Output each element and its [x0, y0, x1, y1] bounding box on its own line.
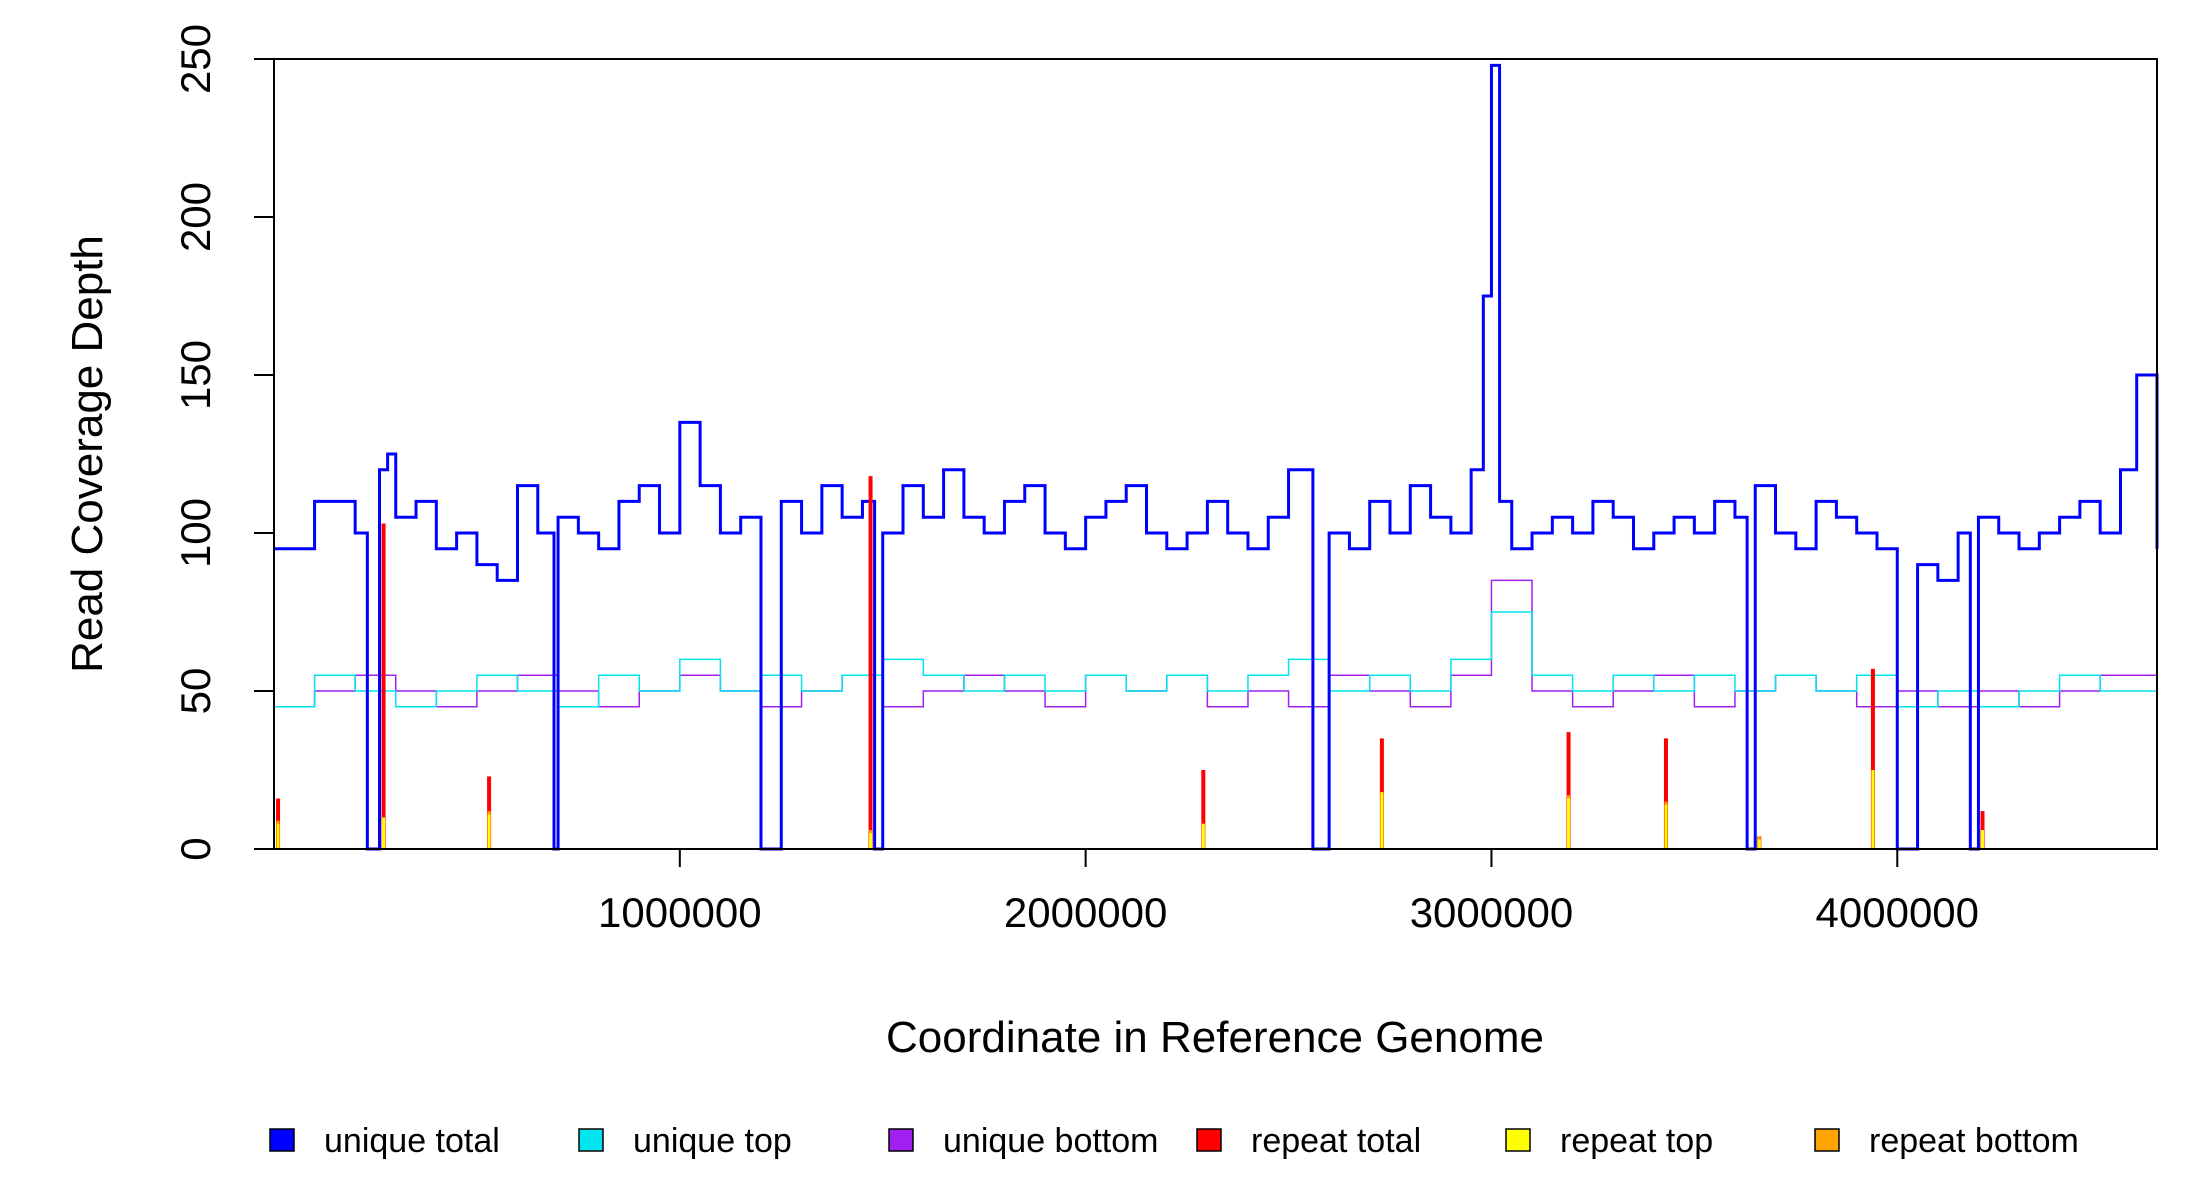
x-axis: 1000000 2000000 3000000 4000000 [598, 849, 1979, 936]
y-tick-label: 200 [172, 182, 219, 252]
legend-item-unique-top: unique top [578, 1122, 792, 1160]
legend-swatch [1814, 1128, 1840, 1152]
plot-frame [273, 58, 2158, 850]
x-tick-label: 3000000 [1410, 889, 1574, 936]
legend-label: repeat top [1560, 1122, 1713, 1160]
legend-swatch [578, 1128, 604, 1152]
y-tick-label: 50 [172, 668, 219, 715]
legend-swatch [1505, 1128, 1531, 1152]
legend-label: unique total [324, 1122, 500, 1160]
y-tick-label: 250 [172, 24, 219, 94]
legend-label: repeat bottom [1869, 1122, 2079, 1160]
y-axis-label: Read Coverage Depth [63, 235, 112, 673]
legend-label: repeat total [1251, 1122, 1421, 1160]
x-tick-label: 4000000 [1816, 889, 1980, 936]
y-tick-label: 0 [172, 837, 219, 860]
legend-item-unique-bottom: unique bottom [888, 1122, 1159, 1160]
legend-swatch [269, 1128, 295, 1152]
y-tick-label: 100 [172, 498, 219, 568]
x-tick-label: 1000000 [598, 889, 762, 936]
legend-label: unique top [633, 1122, 792, 1160]
y-tick-label: 150 [172, 340, 219, 410]
series-line-unique-total [274, 63, 2159, 851]
x-tick-label: 2000000 [1004, 889, 1168, 936]
legend-item-unique-total: unique total [269, 1122, 500, 1160]
x-axis-label: Coordinate in Reference Genome [886, 1013, 1544, 1062]
legend-item-repeat-bottom: repeat bottom [1814, 1122, 2079, 1160]
series-line-unique-top [274, 611, 2158, 708]
legend-swatch [888, 1128, 914, 1152]
legend-item-repeat-top: repeat top [1505, 1122, 1713, 1160]
legend-item-repeat-total: repeat total [1196, 1122, 1421, 1160]
y-axis: 0 50 100 150 200 250 [172, 24, 274, 861]
legend-label: unique bottom [943, 1122, 1159, 1160]
legend: unique total unique top unique bottom repea… [269, 1122, 2079, 1160]
legend-swatch [1196, 1128, 1222, 1152]
